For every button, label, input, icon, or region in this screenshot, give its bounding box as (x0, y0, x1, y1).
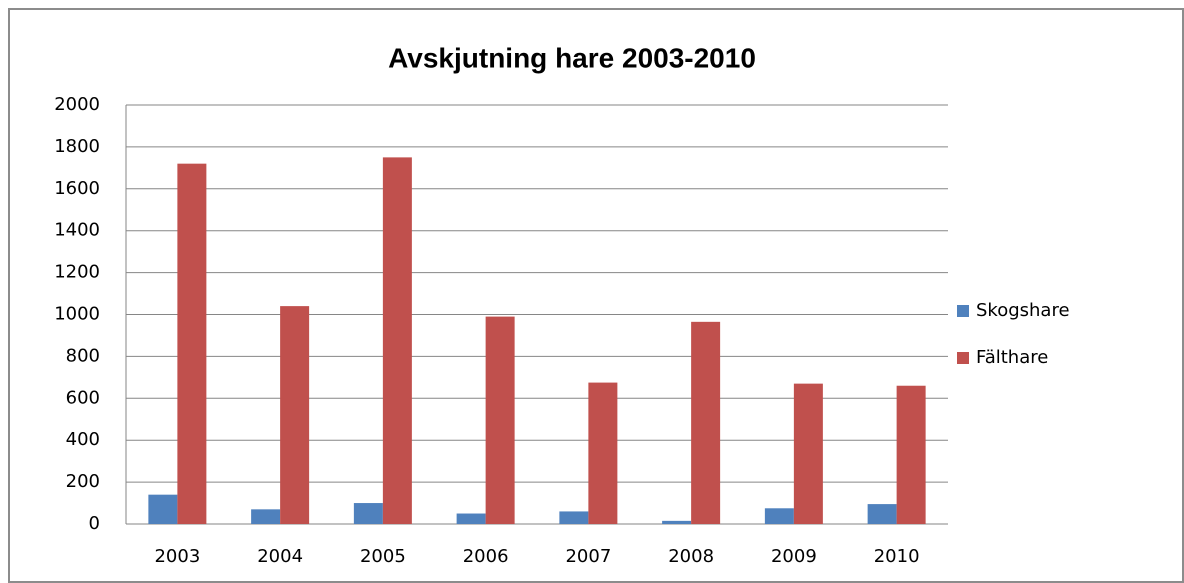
bar (251, 509, 281, 524)
chart-title: Avskjutning hare 2003-2010 (388, 42, 756, 73)
y-tick-label: 2000 (54, 94, 100, 115)
bar (896, 385, 926, 524)
legend-label: Fälthare (976, 347, 1048, 368)
bar (485, 316, 515, 524)
y-tick-label: 1000 (54, 304, 100, 325)
bar (148, 494, 178, 524)
x-tick-label: 2010 (874, 546, 920, 567)
y-tick-label: 1200 (54, 262, 100, 283)
bar (793, 383, 823, 524)
y-tick-label: 1800 (54, 136, 100, 157)
bar (588, 382, 618, 524)
bar (353, 503, 383, 524)
x-tick-label: 2005 (360, 546, 406, 567)
bar (456, 513, 486, 524)
legend-swatch (957, 352, 969, 364)
y-tick-label: 0 (89, 513, 100, 534)
bar (867, 504, 897, 524)
y-tick-label: 800 (66, 345, 100, 366)
y-tick-label: 1400 (54, 220, 100, 241)
bar (662, 520, 692, 524)
legend-swatch (957, 305, 969, 317)
x-tick-label: 2008 (668, 546, 714, 567)
y-tick-label: 200 (66, 471, 100, 492)
y-tick-label: 1600 (54, 178, 100, 199)
x-tick-label: 2003 (154, 546, 200, 567)
bar (177, 163, 207, 524)
y-tick-label: 600 (66, 387, 100, 408)
x-tick-label: 2009 (771, 546, 817, 567)
x-tick-label: 2007 (565, 546, 611, 567)
bar (280, 306, 310, 524)
bar (559, 511, 589, 524)
bar (382, 157, 412, 524)
legend-label: Skogshare (976, 300, 1070, 321)
x-tick-label: 2006 (463, 546, 509, 567)
bar (691, 321, 721, 524)
y-tick-label: 400 (66, 429, 100, 450)
x-tick-label: 2004 (257, 546, 303, 567)
bar (764, 508, 794, 524)
